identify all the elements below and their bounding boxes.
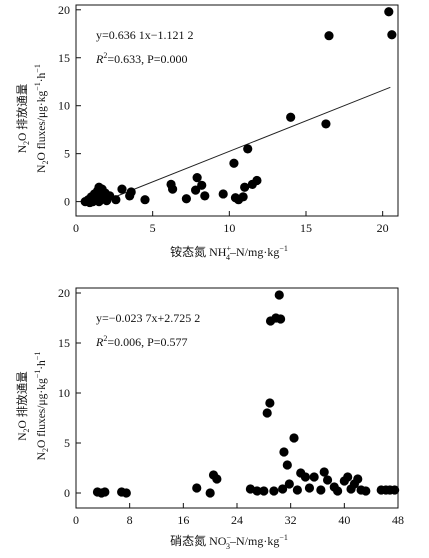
- regression-equation: y=−0.023 7x+2.725 2: [96, 311, 200, 325]
- data-point: [243, 144, 253, 154]
- data-point: [100, 487, 110, 497]
- y-axis-label-cn: N2O 排放通量: [15, 84, 31, 154]
- y-tick-label: 5: [64, 147, 70, 161]
- regression-equation: y=0.636 1x−1.121 2: [96, 28, 194, 42]
- y-tick-label: 10: [58, 99, 70, 113]
- x-tick-label: 0: [73, 221, 79, 235]
- x-axis-label: 铵态氮 NH+ 4–N/mg·kg−1: [170, 244, 288, 262]
- data-point: [319, 467, 329, 477]
- data-point: [262, 408, 272, 418]
- data-point: [292, 485, 302, 495]
- x-tick-label: 16: [177, 513, 189, 527]
- x-tick-label: 10: [223, 221, 235, 235]
- y-tick-label: 20: [58, 3, 70, 17]
- data-point: [111, 195, 121, 205]
- data-point: [316, 485, 326, 495]
- data-point: [121, 488, 131, 498]
- data-point: [269, 486, 279, 496]
- data-point: [333, 486, 343, 496]
- data-point: [276, 314, 286, 324]
- data-point: [353, 474, 363, 484]
- y-tick-label: 20: [58, 286, 70, 300]
- data-point: [300, 472, 311, 482]
- data-point: [384, 7, 394, 17]
- data-point: [343, 472, 353, 482]
- data-point: [274, 290, 284, 300]
- x-tick-label: 0: [73, 513, 79, 527]
- data-point: [304, 483, 315, 493]
- x-tick-label: 24: [231, 513, 243, 527]
- data-point: [240, 182, 250, 192]
- x-tick-label: 8: [127, 513, 133, 527]
- data-point: [361, 486, 371, 496]
- data-point: [205, 488, 215, 498]
- data-point: [321, 119, 331, 129]
- data-point: [252, 175, 262, 186]
- y-axis-label-en: N2O fluxes/μg·kg−1·h−1: [33, 352, 50, 461]
- data-point: [197, 180, 207, 190]
- regression-stats: R2=0.633, P=0.000: [95, 51, 188, 66]
- y-tick-label: 15: [58, 336, 70, 350]
- data-point: [200, 191, 210, 201]
- y-tick-label: 5: [64, 436, 70, 450]
- data-point: [387, 30, 397, 40]
- data-point: [192, 483, 202, 493]
- data-point: [278, 484, 288, 494]
- data-point: [279, 447, 289, 457]
- data-point: [252, 486, 262, 496]
- data-point: [309, 472, 319, 482]
- data-point: [168, 184, 178, 194]
- chart-panel-1: 0 5 10 15 20 0 5 10 15 20 y=0.636 1x−1.121 2 R2=0.6…: [15, 3, 399, 262]
- data-point: [289, 433, 299, 443]
- data-point: [390, 485, 400, 495]
- y-tick-label: 0: [64, 195, 70, 209]
- chart-panel-2: 0 5 10 15 20 0 8 16 24 32 40 48 y=−0.023 7x+2.725 2 R…: [15, 286, 404, 551]
- data-point: [218, 189, 228, 199]
- y-tick-label: 0: [64, 486, 70, 500]
- trend-line: [114, 86, 391, 198]
- y-axis-label-en: N2O fluxes/μg·kg−1·h−1: [33, 64, 50, 173]
- data-point: [265, 398, 275, 408]
- regression-stats: R2=0.006, P=0.577: [95, 334, 188, 349]
- x-tick-label: 32: [285, 513, 297, 527]
- y-tick-label: 15: [58, 51, 70, 65]
- data-point: [284, 479, 294, 489]
- data-point: [212, 474, 222, 484]
- data-point: [181, 194, 191, 204]
- y-axis-label-cn: N2O 排放通量: [15, 371, 31, 441]
- plot-frame: [75, 4, 399, 217]
- data-point: [238, 192, 248, 202]
- y-tick-label: 10: [58, 386, 70, 400]
- x-tick-label: 20: [377, 221, 389, 235]
- data-point: [322, 475, 333, 485]
- data-point: [126, 187, 136, 197]
- data-point: [140, 195, 150, 205]
- x-tick-label: 48: [392, 513, 404, 527]
- data-point: [192, 173, 202, 183]
- data-point: [286, 112, 296, 122]
- data-point: [324, 31, 334, 41]
- x-axis-label: 硝态氮 NO− 3–N/mg·kg−1: [170, 533, 288, 551]
- data-point: [259, 486, 269, 496]
- data-point: [229, 158, 239, 168]
- data-point: [282, 460, 292, 470]
- x-tick-label: 5: [150, 221, 156, 235]
- x-tick-label: 15: [300, 221, 312, 235]
- x-tick-label: 40: [338, 513, 350, 527]
- data-point: [117, 184, 127, 194]
